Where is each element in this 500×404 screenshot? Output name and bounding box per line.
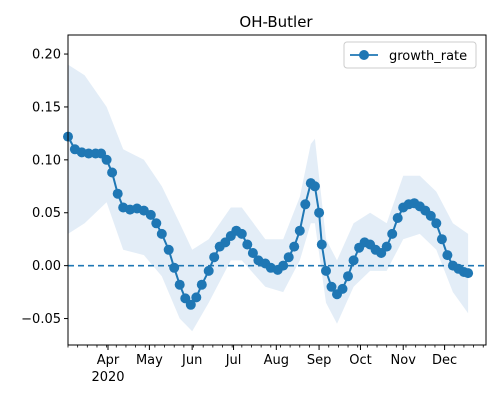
growth-rate-point — [321, 265, 331, 276]
growth-rate-point — [309, 181, 320, 192]
growth-rate-point — [294, 225, 305, 236]
growth-rate-point — [392, 213, 403, 223]
growth-rate-point — [381, 241, 392, 252]
x-tick-label: Apr — [97, 353, 120, 368]
growth-rate-point — [169, 262, 180, 273]
growth-rate-point — [151, 218, 162, 229]
y-tick-label: 0.20 — [32, 48, 61, 63]
growth-rate-point — [436, 234, 447, 245]
legend-label: growth_rate — [389, 49, 467, 64]
series-layer — [63, 131, 474, 310]
x-tick-label: Jul — [225, 353, 242, 368]
growth-rate-point — [431, 218, 442, 229]
x-tick-label: Jun — [181, 353, 202, 368]
growth-rate-point — [196, 279, 207, 290]
y-tick-label: −0.05 — [21, 312, 61, 327]
growth-rate-point — [337, 283, 348, 294]
growth-rate-point — [278, 260, 289, 271]
growth-rate-point — [289, 241, 300, 252]
growth-rate-point — [300, 199, 311, 210]
legend: growth_rate — [343, 41, 477, 69]
y-tick-label: 0.05 — [32, 206, 61, 221]
x-tick-label: Aug — [264, 353, 289, 368]
growth-rate-point — [283, 252, 294, 263]
y-tick-label: 0.15 — [32, 100, 61, 115]
growth-rate-point — [247, 248, 258, 258]
growth-rate-point — [343, 271, 353, 282]
growth-rate-point — [112, 188, 123, 199]
growth-rate-point — [145, 209, 156, 220]
growth-rate-point — [209, 252, 220, 263]
growth-rate-point — [387, 228, 398, 239]
chart-title: OH-Butler — [239, 13, 313, 31]
growth-rate-point — [348, 255, 359, 266]
growth-rate-point — [242, 239, 253, 250]
confidence-band-layer — [68, 64, 469, 332]
x-year-label: 2020 — [91, 370, 124, 385]
growth-rate-point — [425, 210, 436, 221]
growth-rate-point — [83, 148, 94, 159]
growth-rate-point — [174, 279, 185, 290]
growth-rate-point — [101, 154, 112, 165]
growth-rate-point — [236, 228, 247, 239]
legend-marker-icon — [359, 50, 369, 60]
growth-rate-point — [156, 228, 167, 239]
x-axis: Apr May Jun Jul Aug Sep Oct Nov Dec 2020 — [67, 345, 484, 385]
legend-box — [343, 41, 477, 69]
y-tick-label: 0.00 — [32, 259, 61, 274]
growth-rate-point — [191, 292, 202, 303]
x-tick-label: Sep — [307, 353, 332, 368]
growth-rate-point — [107, 167, 118, 178]
y-tick-label: 0.10 — [32, 153, 61, 168]
growth-rate-point — [203, 265, 214, 276]
growth-rate-point — [163, 244, 174, 255]
growth-rate-point — [185, 299, 196, 310]
growth-rate-point — [326, 281, 337, 292]
x-tick-label: Dec — [432, 353, 457, 368]
y-axis: −0.05 0.00 0.05 0.10 0.15 0.20 — [21, 48, 68, 327]
x-tick-label: Oct — [349, 353, 371, 368]
confidence-band — [68, 64, 469, 332]
growth-rate-point — [442, 250, 453, 261]
growth-rate-point — [463, 268, 474, 279]
x-tick-label: May — [136, 353, 163, 368]
x-tick-label: Nov — [391, 353, 417, 368]
growth-rate-point — [316, 239, 327, 250]
plot-frame — [67, 34, 487, 346]
growth-rate-point — [314, 207, 325, 218]
